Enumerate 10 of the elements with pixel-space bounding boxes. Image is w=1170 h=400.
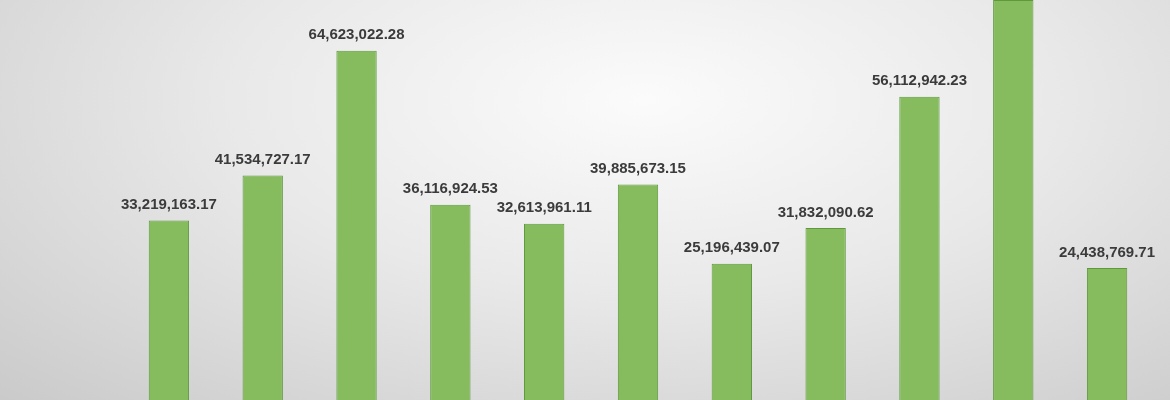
data-label: 64,623,022.28 bbox=[308, 25, 405, 43]
data-label: 56,112,942.23 bbox=[871, 71, 968, 89]
data-label: 32,613,961.11 bbox=[496, 198, 592, 216]
data-label: 36,116,924.53 bbox=[402, 179, 498, 197]
data-label: 24,438,769.71 bbox=[1059, 242, 1156, 260]
data-label: 25,196,439.07 bbox=[683, 238, 780, 256]
data-label: 41,534,727.17 bbox=[214, 150, 311, 168]
data-label: 31,832,090.62 bbox=[777, 202, 874, 220]
data-label: 39,885,673.15 bbox=[590, 159, 686, 177]
data-label: 33,219,163.17 bbox=[120, 195, 217, 213]
